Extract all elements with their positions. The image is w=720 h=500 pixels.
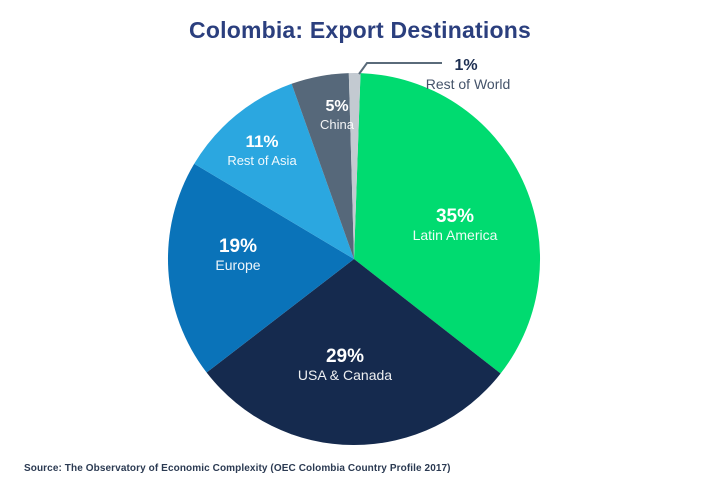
pie-slice-europe — [167, 163, 354, 373]
slice-name-usa-canada: USA & Canada — [298, 367, 392, 383]
slice-pct-latin-america: 35% — [436, 206, 474, 227]
slice-pct-rest-of-asia: 11% — [245, 132, 278, 151]
slice-name-latin-america: Latin America — [413, 227, 498, 243]
leader-line-rest-of-world — [358, 62, 442, 75]
slice-name-rest-of-world: Rest of World — [426, 76, 511, 92]
slice-name-china: China — [320, 117, 355, 132]
slice-pct-china: 5% — [325, 98, 348, 115]
pie-slice-china — [291, 73, 354, 259]
source-note: Source: The Observatory of Economic Comp… — [24, 463, 451, 474]
slice-pct-rest-of-world: 1% — [454, 57, 477, 74]
slice-name-europe: Europe — [215, 257, 260, 273]
slice-pct-usa-canada: 29% — [326, 346, 364, 367]
pie-slice-latin-america — [354, 73, 541, 374]
pie-slice-rest-of-world — [348, 73, 361, 260]
pie-slice-usa-canada — [206, 259, 501, 446]
pie-slice-rest-of-asia — [194, 83, 354, 259]
slice-name-rest-of-asia: Rest of Asia — [227, 153, 297, 168]
slice-pct-europe: 19% — [219, 236, 257, 257]
chart-title: Colombia: Export Destinations — [189, 17, 531, 43]
